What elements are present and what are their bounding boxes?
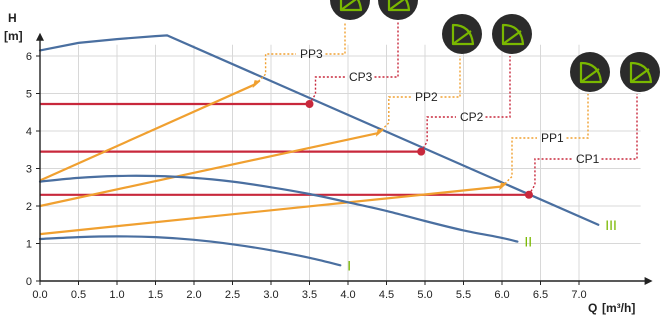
- label-cp2: CP2: [460, 110, 484, 124]
- leader-pp1: [501, 137, 537, 187]
- leader-badge-pp1: [566, 94, 589, 139]
- label-pp3: PP3: [300, 47, 323, 61]
- leader-badge-cp3: [374, 22, 399, 78]
- y-axis-unit: [m]: [4, 29, 23, 43]
- marker-pp1: [499, 182, 507, 191]
- speed-curve-ii: [38, 174, 519, 243]
- x-tick-label: 4.0: [340, 289, 355, 301]
- mode-badge: [330, 0, 370, 20]
- leader-badge-cp1: [601, 94, 638, 160]
- mode-proportional-icon-outline: [579, 61, 603, 84]
- x-tick-label: 7.0: [571, 289, 586, 301]
- speed-curve-iii: [38, 34, 600, 226]
- mode-proportional-icon-outline: [451, 23, 475, 46]
- mode-badge: [570, 52, 610, 92]
- mode-proportional-icon-stroke: [452, 30, 472, 45]
- x-tick-label: 6.0: [494, 289, 509, 301]
- mode-badge: [378, 0, 418, 20]
- x-axis-title: Q: [588, 301, 597, 315]
- marker-pp2: [375, 128, 384, 137]
- speed-curve-label-i: I: [347, 257, 351, 273]
- y-tick-label: 2: [26, 201, 32, 213]
- speed-curve-label-iii: III: [605, 217, 617, 233]
- speed-curve-i: [38, 235, 342, 267]
- mode-badge: [492, 14, 532, 54]
- leader-badge-pp3: [325, 22, 346, 55]
- leader-cp1: [528, 158, 572, 196]
- label-pp1: PP1: [541, 131, 564, 145]
- x-tick-label: 0.5: [71, 289, 86, 301]
- mode-constant-icon-stroke: [388, 0, 405, 11]
- mode-badge: [620, 52, 660, 92]
- y-tick-label: 3: [26, 164, 32, 176]
- x-tick-label: 6.5: [533, 289, 548, 301]
- proportional-pressure-line-pp3: [39, 83, 257, 182]
- x-tick-label: 0.0: [32, 289, 47, 301]
- x-tick-label: 1.5: [148, 289, 163, 301]
- axes: 0.0 0.5 1.0 1.5 2.0 2.5 3.0 3.5 4.0 4.5 5.0 5.5 6.0 6…: [26, 32, 653, 301]
- x-tick-label: 4.5: [379, 289, 394, 301]
- grid: [39, 44, 641, 282]
- mode-constant-icon-outline: [387, 0, 411, 12]
- x-tick-label: 1.0: [109, 289, 124, 301]
- leader-cp2: [420, 116, 456, 152]
- mode-constant-icon: [387, 0, 411, 12]
- mode-constant-icon-stroke: [630, 68, 650, 83]
- y-tick-label: 6: [26, 51, 32, 63]
- marker-cp3: [305, 100, 314, 108]
- mode-proportional-icon: [339, 0, 363, 12]
- leader-badge-cp2: [485, 56, 511, 118]
- x-tick-label: 2.5: [225, 289, 240, 301]
- x-tick-label: 5.5: [456, 289, 471, 301]
- mode-badge-circle: [570, 52, 610, 92]
- mode-constant-icon-outline: [629, 61, 653, 84]
- leader-pp2: [378, 96, 411, 134]
- x-axis-unit: [m³/h]: [602, 301, 635, 315]
- leader-badge-pp2: [440, 56, 461, 98]
- marker-cp1: [524, 190, 533, 199]
- mode-proportional-icon-stroke: [580, 68, 600, 83]
- proportional-pressure-line-pp2: [39, 131, 380, 208]
- y-tick-label: 0: [26, 276, 32, 288]
- mode-badge: [442, 14, 482, 54]
- label-cp3: CP3: [349, 70, 373, 84]
- x-tick-label: 5.0: [417, 289, 432, 301]
- y-tick-label: 1: [26, 239, 32, 251]
- mode-proportional-icon-stroke: [340, 0, 357, 11]
- y-axis-arrow: [36, 32, 44, 41]
- y-tick-label: 5: [26, 89, 32, 101]
- leader-cp3: [308, 76, 345, 105]
- x-tick-label: 3.0: [263, 289, 278, 301]
- leader-pp3: [255, 53, 296, 85]
- mode-proportional-icon-outline: [339, 0, 363, 12]
- x-tick-label: 2.0: [186, 289, 201, 301]
- marker-pp3: [252, 80, 261, 89]
- annotations-layer: PP3 CP3 PP2 CP2 PP1 CP1: [252, 0, 660, 199]
- mode-constant-icon: [501, 23, 525, 46]
- label-cp1: CP1: [576, 152, 600, 166]
- mode-badge-circle: [442, 14, 482, 54]
- x-tick-label: 3.5: [302, 289, 317, 301]
- mode-proportional-icon: [451, 23, 475, 46]
- mode-badge-circle: [620, 52, 660, 92]
- y-tick-label: 4: [26, 126, 32, 138]
- mode-badge-circle: [492, 14, 532, 54]
- mode-constant-icon-outline: [501, 23, 525, 46]
- speed-curve-label-ii: II: [524, 234, 532, 250]
- x-axis-arrow: [644, 277, 653, 285]
- proportional-pressure-line-pp1: [39, 185, 503, 236]
- mode-proportional-icon: [579, 61, 603, 84]
- y-axis-title: H: [8, 11, 17, 25]
- mode-constant-icon-stroke: [502, 30, 522, 45]
- mode-constant-icon: [629, 61, 653, 84]
- label-pp2: PP2: [415, 90, 438, 104]
- marker-cp2: [417, 147, 426, 156]
